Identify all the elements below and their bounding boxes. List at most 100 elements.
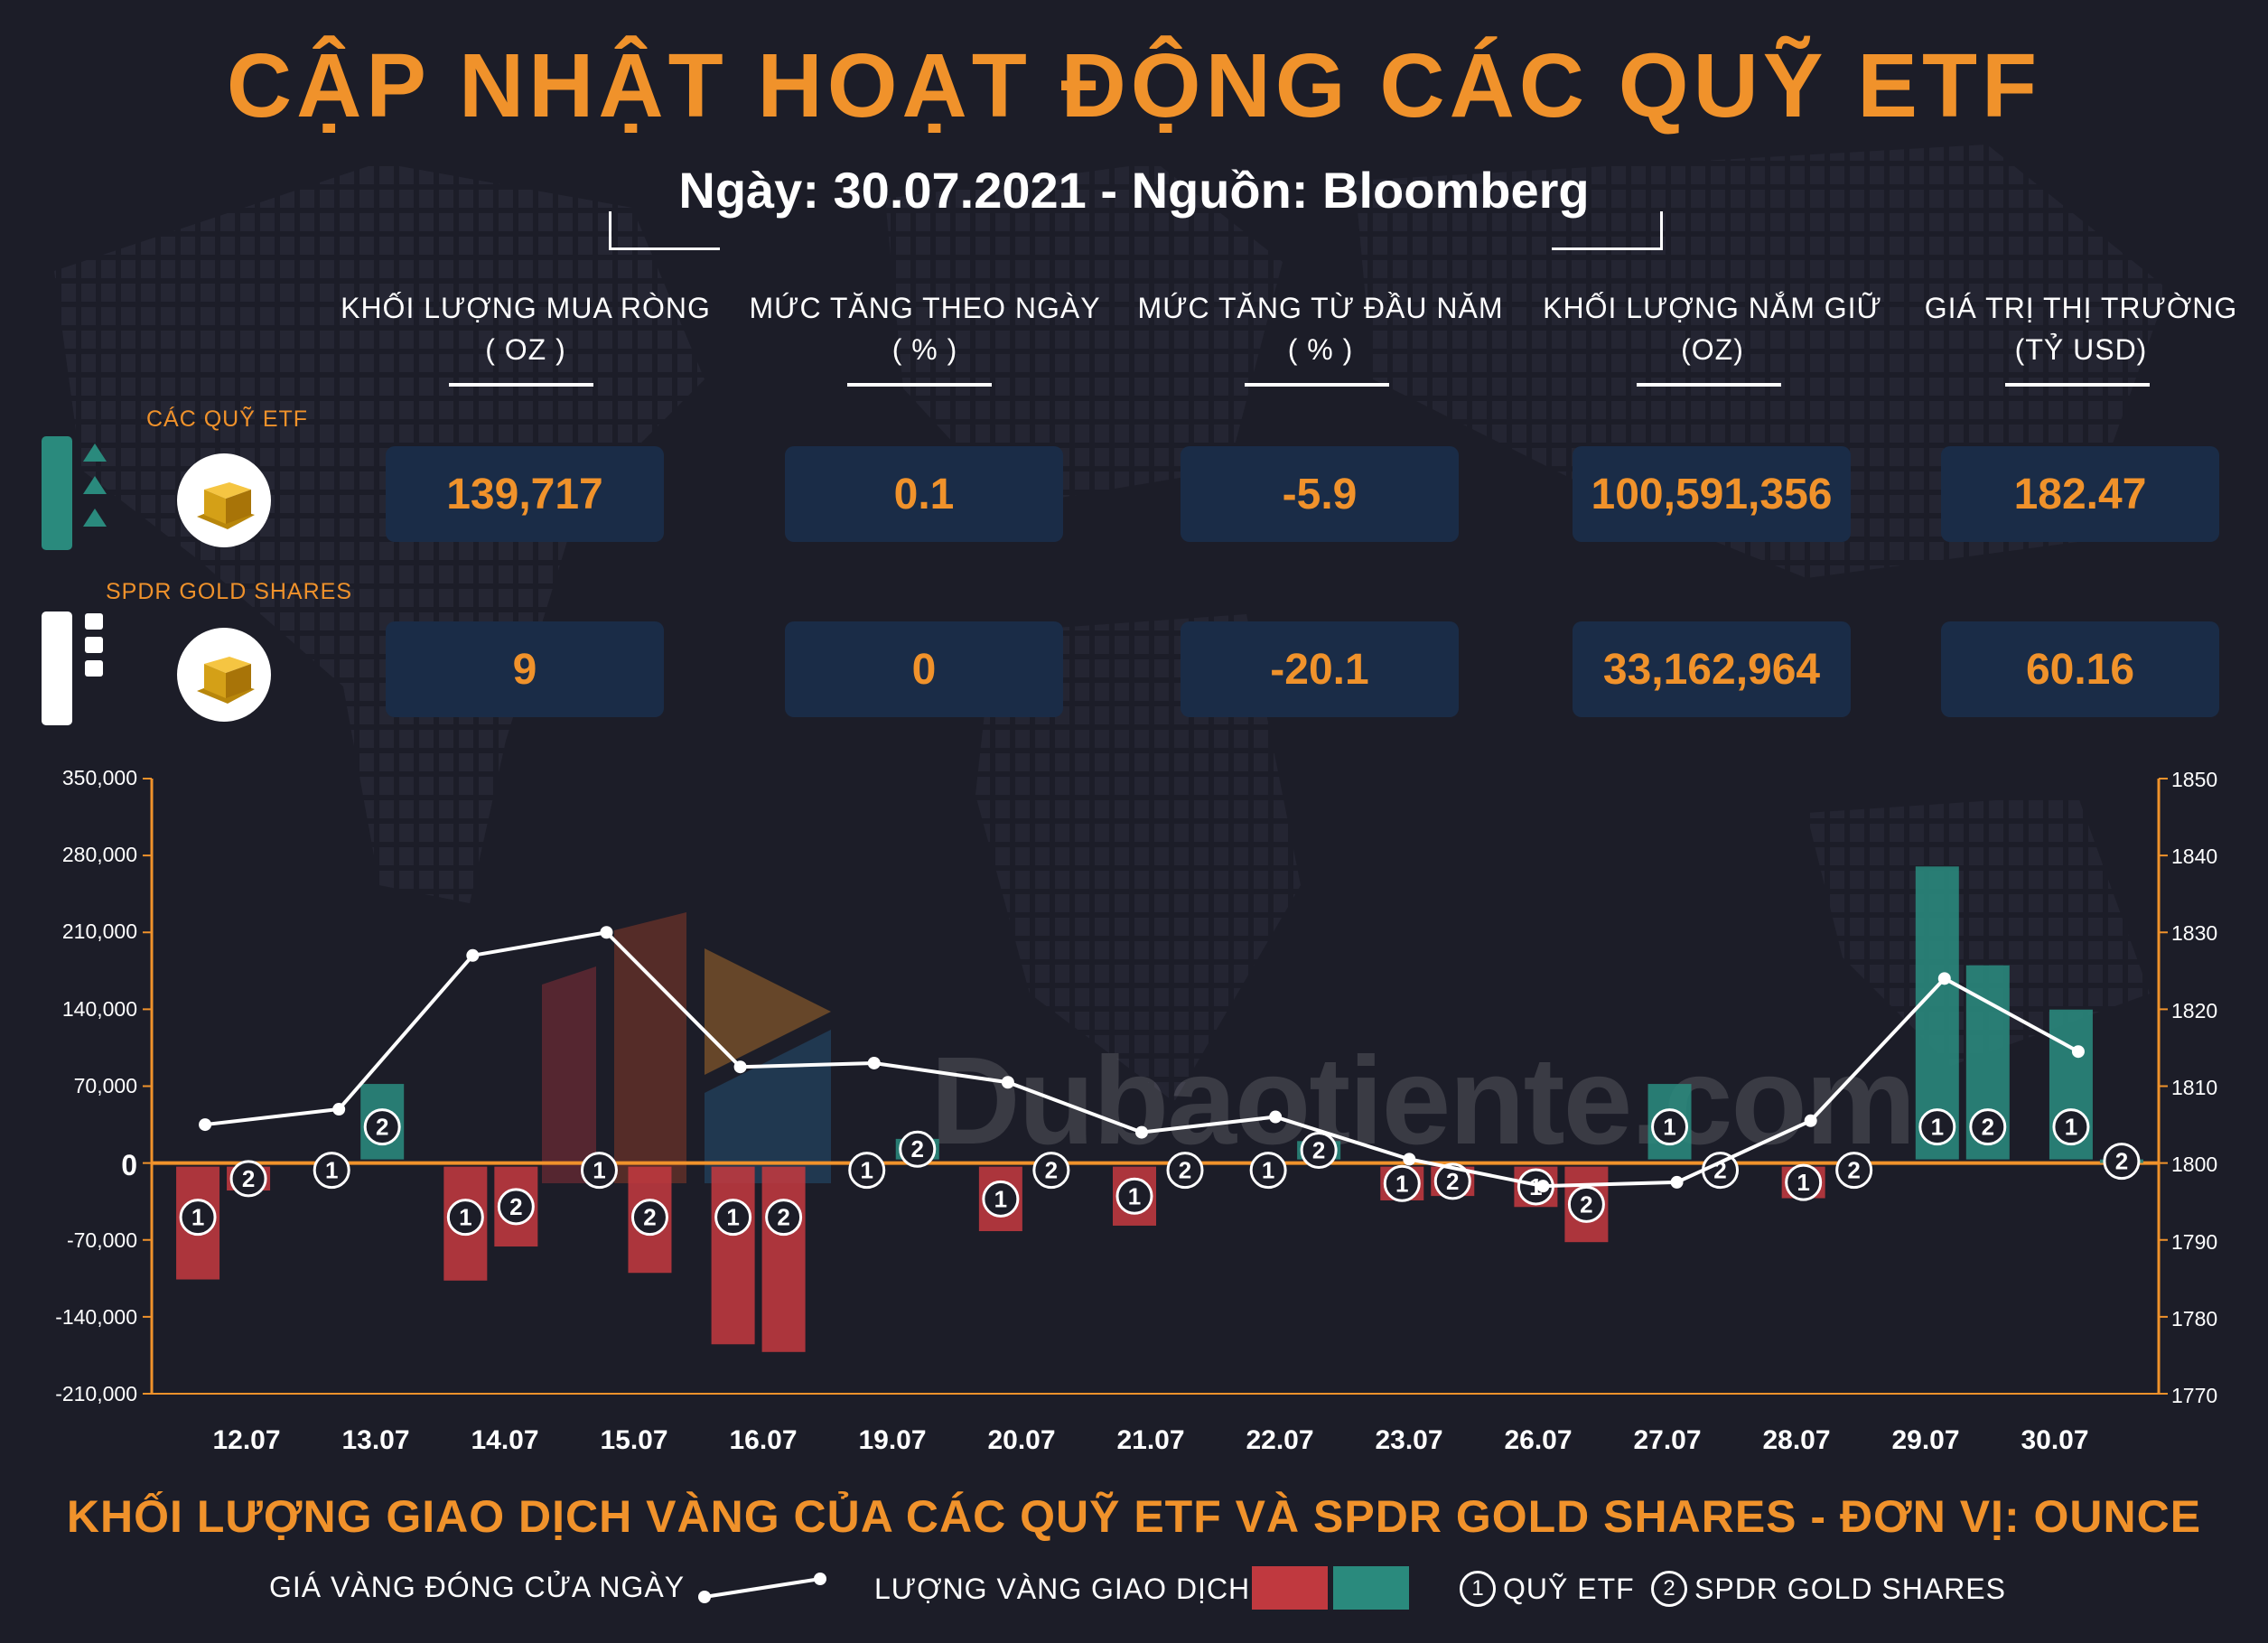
- right-axis-tick: 1840: [2171, 845, 2218, 868]
- bar-badge-circle: [363, 1108, 401, 1146]
- bar-badge-label: 1: [459, 1204, 471, 1231]
- x-axis-tick: 28.07: [1762, 1425, 1831, 1455]
- bar-badge-circle: [1567, 1185, 1605, 1223]
- column-rule: [1637, 383, 1781, 387]
- bar-badge-label: 1: [1931, 1114, 1944, 1141]
- x-axis-tick: 21.07: [1116, 1425, 1185, 1455]
- price-point: [733, 1060, 747, 1074]
- price-point: [332, 1103, 346, 1116]
- legend-line-swatch: [698, 1573, 826, 1603]
- legend-badge-1: 1: [1460, 1571, 1496, 1607]
- value-cell: -20.1: [1181, 621, 1459, 717]
- left-axis-tick: 70,000: [73, 1074, 137, 1097]
- value-cell: -5.9: [1181, 446, 1459, 542]
- bar-badge-label: 1: [1529, 1173, 1542, 1200]
- price-point: [1403, 1153, 1416, 1166]
- x-axis-tick: 27.07: [1633, 1425, 1702, 1455]
- bar-badge-label: 2: [242, 1165, 255, 1192]
- right-axis-tick: 1780: [2171, 1307, 2218, 1330]
- bar-badge-circle: [765, 1199, 803, 1237]
- bar-badge-circle: [1433, 1162, 1471, 1200]
- right-axis-tick: 1830: [2171, 921, 2218, 945]
- bar-badge-circle: [899, 1130, 937, 1168]
- bar-badge-label: 2: [1446, 1168, 1459, 1195]
- price-point: [1536, 1180, 1550, 1193]
- x-axis-tick: 14.07: [471, 1425, 539, 1455]
- price-point: [1269, 1110, 1283, 1124]
- bar-negative: [711, 1166, 755, 1345]
- bar-badge-label: 1: [1262, 1157, 1274, 1184]
- gold-bar-icon: [177, 628, 271, 722]
- bar-badge-circle: [1785, 1163, 1823, 1201]
- bar-badge-circle: [1032, 1152, 1070, 1190]
- bar-badge-label: 2: [2115, 1148, 2128, 1175]
- legend-negative-swatch: [1252, 1566, 1328, 1610]
- legend-positive-swatch: [1333, 1566, 1409, 1610]
- bar-badge-label: 2: [1045, 1157, 1058, 1184]
- bar-badge-label: 2: [1179, 1157, 1191, 1184]
- watermark-logo: [533, 912, 840, 1201]
- chart-title: KHỐI LƯỢNG GIAO DỊCH VÀNG CỦA CÁC QUỸ ET…: [66, 1491, 2202, 1542]
- x-axis-tick: 16.07: [729, 1425, 798, 1455]
- value-cell: 60.16: [1941, 621, 2219, 717]
- bar-badge-label: 1: [593, 1157, 605, 1184]
- right-axis-tick: 1770: [2171, 1384, 2218, 1407]
- bar-badge-circle: [630, 1199, 668, 1237]
- gold-bar-icon: [177, 453, 271, 547]
- bar-badge-circle: [497, 1188, 535, 1226]
- bar-badge-circle: [580, 1152, 618, 1190]
- left-axis-tick: -70,000: [66, 1228, 137, 1252]
- bar-badge-label: 2: [1982, 1114, 1994, 1141]
- bar-badge-circle: [1969, 1108, 2007, 1146]
- column-header: KHỐI LƯỢNG MUA RÒNG( OZ ): [341, 292, 711, 366]
- bar-badge-circle: [446, 1199, 484, 1237]
- x-axis-tick: 26.07: [1504, 1425, 1573, 1455]
- bar-badge-circle: [1249, 1152, 1287, 1190]
- bar-badge-circle: [1300, 1131, 1338, 1169]
- price-point: [1804, 1114, 1817, 1127]
- left-axis-tick: 210,000: [61, 920, 137, 943]
- bar-negative: [761, 1166, 806, 1352]
- bar-badge-label: 2: [1580, 1190, 1592, 1218]
- column-rule: [847, 383, 992, 387]
- left-axis-tick: 0: [121, 1149, 137, 1181]
- column-header: KHỐI LƯỢNG NẮM GIỮ (OZ): [1543, 292, 1882, 366]
- price-point: [199, 1118, 212, 1132]
- bar-badge-circle: [1115, 1177, 1153, 1215]
- bar-badge-circle: [1166, 1152, 1204, 1190]
- x-axis-tick: 29.07: [1891, 1425, 1960, 1455]
- bar-badge-label: 1: [2065, 1114, 2077, 1141]
- value-cell: 9: [386, 621, 664, 717]
- price-point: [1135, 1125, 1148, 1139]
- price-point: [600, 926, 613, 939]
- bar-badge-label: 1: [1395, 1170, 1408, 1197]
- bar-badge-label: 1: [1797, 1169, 1809, 1196]
- price-point: [867, 1056, 881, 1069]
- price-line: [204, 930, 2079, 1189]
- bar-badge-circle: [848, 1152, 886, 1190]
- x-axis-tick: 13.07: [341, 1425, 410, 1455]
- bar-badge-label: 1: [325, 1157, 338, 1184]
- right-axis-tick: 1850: [2171, 768, 2218, 791]
- value-cell: 33,162,964: [1573, 621, 1851, 717]
- bar-badge-label: 2: [509, 1193, 522, 1220]
- bar-badge-label: 1: [726, 1204, 739, 1231]
- bar-badge-circle: [2103, 1143, 2141, 1181]
- bar-badge-label: 2: [643, 1204, 656, 1231]
- column-header: GIÁ TRỊ THỊ TRƯỜNG (TỶ USD): [1924, 292, 2238, 366]
- subtitle-bracket-left: [609, 211, 720, 250]
- bar-badge-label: 2: [777, 1204, 789, 1231]
- bar-badge-label: 1: [994, 1185, 1007, 1212]
- subtitle-bracket-right: [1552, 211, 1663, 250]
- column-rule: [1245, 383, 1389, 387]
- row-label-etf: CÁC QUỸ ETF: [146, 406, 309, 432]
- page-title: CẬP NHẬT HOẠT ĐỘNG CÁC QUỸ ETF: [226, 35, 2042, 136]
- left-axis-tick: 350,000: [61, 766, 137, 789]
- bar-badge-label: 1: [1128, 1182, 1141, 1209]
- page-subtitle: Ngày: 30.07.2021 - Nguồn: Bloomberg: [678, 162, 1590, 219]
- legend-badge-2: 2: [1651, 1571, 1687, 1607]
- value-cell: 0.1: [785, 446, 1063, 542]
- left-axis-tick: 140,000: [61, 997, 137, 1021]
- bar-badge-circle: [1918, 1108, 1956, 1146]
